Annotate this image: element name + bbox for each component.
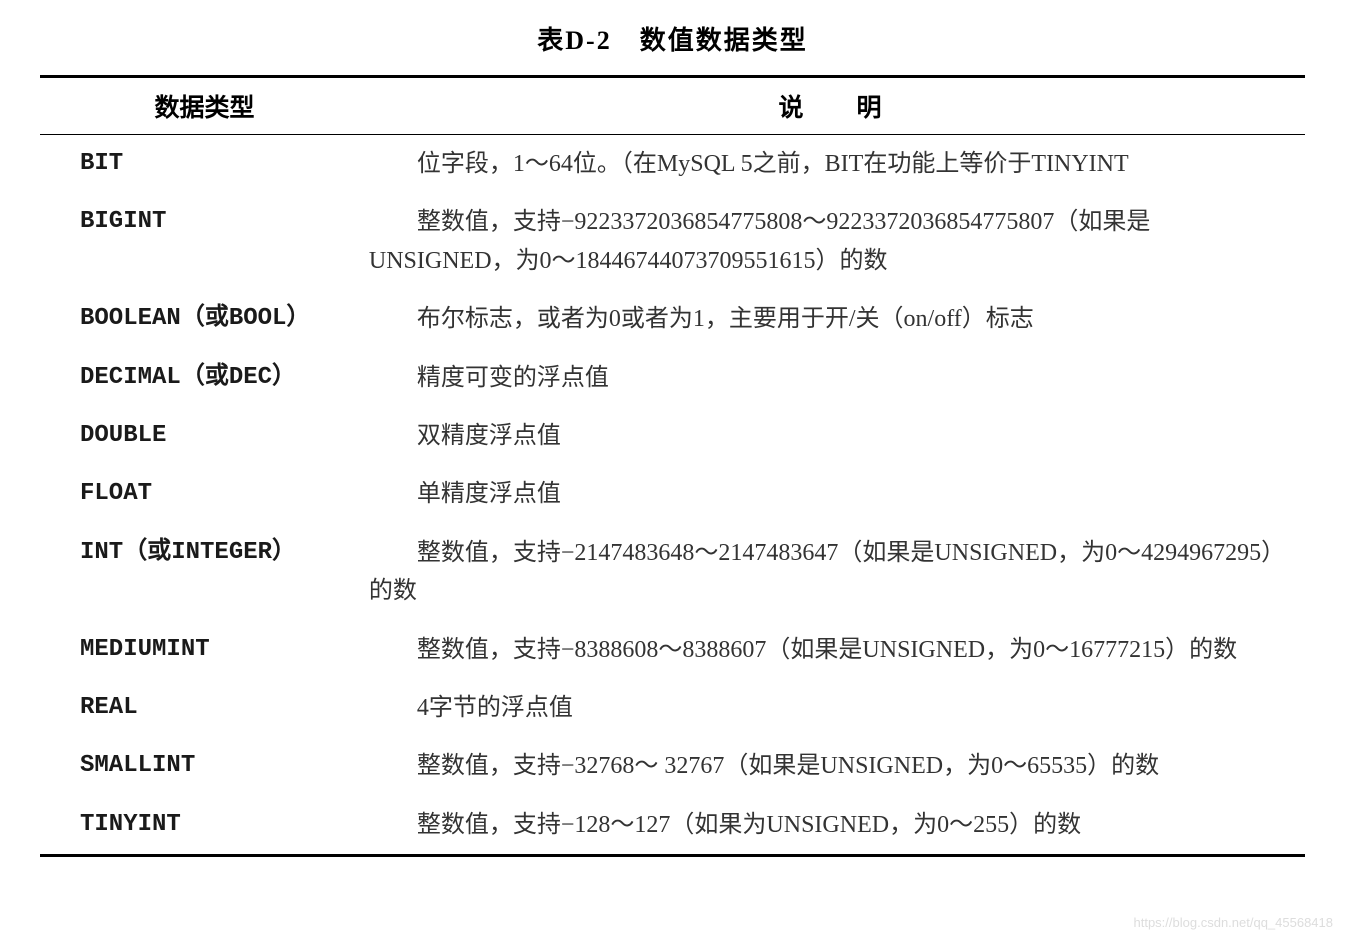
table-header-row: 数据类型 说 明 (40, 77, 1305, 135)
table-row: INT（或INTEGER） 整数值，支持−2147483648～21474836… (40, 524, 1305, 621)
desc-cell: 位字段，1～64位。（在MySQL 5之前，BIT在功能上等价于TINYINT (369, 135, 1305, 194)
type-cell: SMALLINT (40, 737, 369, 795)
desc-cell: 双精度浮点值 (369, 407, 1305, 465)
type-cell: INT（或INTEGER） (40, 524, 369, 621)
type-cell: BIGINT (40, 193, 369, 290)
desc-cell: 布尔标志，或者为0或者为1，主要用于开/关（on/off）标志 (369, 290, 1305, 348)
desc-cell: 整数值，支持−922337203685477580​8～922337203685… (369, 193, 1305, 290)
desc-cell: 精度可变的浮点值 (369, 349, 1305, 407)
type-cell: BIT (40, 135, 369, 194)
table-row: BIT 位字段，1～64位。（在MySQL 5之前，BIT在功能上等价于TINY… (40, 135, 1305, 194)
table-row: BOOLEAN（或BOOL） 布尔标志，或者为0或者为1，主要用于开/关（on/… (40, 290, 1305, 348)
table-title: 表D-2 数值数据类型 (40, 20, 1305, 57)
table-row: DOUBLE 双精度浮点值 (40, 407, 1305, 465)
type-cell: TINYINT (40, 796, 369, 856)
type-cell: DOUBLE (40, 407, 369, 465)
desc-cell: 整数值，支持−8388608～8388607（如果是UNSIGNED，为0～16… (369, 621, 1305, 679)
table-container: 表D-2 数值数据类型 数据类型 说 明 BIT 位字段，1～64位。（在MyS… (40, 20, 1305, 857)
table-row: BIGINT 整数值，支持−922337203685477580​8～92233… (40, 193, 1305, 290)
desc-cell: 整数值，支持−32768～ 32767（如果是UNSIGNED，为0～65535… (369, 737, 1305, 795)
type-cell: BOOLEAN（或BOOL） (40, 290, 369, 348)
column-header-desc: 说 明 (369, 77, 1305, 135)
watermark-text: https://blog.csdn.net/qq_45568418 (1134, 915, 1334, 930)
data-types-table: 数据类型 说 明 BIT 位字段，1～64位。（在MySQL 5之前，BIT在功… (40, 75, 1305, 857)
type-cell: MEDIUMINT (40, 621, 369, 679)
desc-cell: 4字节的浮点值 (369, 679, 1305, 737)
type-cell: REAL (40, 679, 369, 737)
desc-cell: 单精度浮点值 (369, 465, 1305, 523)
table-row: DECIMAL（或DEC） 精度可变的浮点值 (40, 349, 1305, 407)
type-cell: DECIMAL（或DEC） (40, 349, 369, 407)
table-row: REAL 4字节的浮点值 (40, 679, 1305, 737)
column-header-type: 数据类型 (40, 77, 369, 135)
table-row: FLOAT 单精度浮点值 (40, 465, 1305, 523)
table-row: MEDIUMINT 整数值，支持−8388608～8388607（如果是UNSI… (40, 621, 1305, 679)
table-row: SMALLINT 整数值，支持−32768～ 32767（如果是UNSIGNED… (40, 737, 1305, 795)
desc-cell: 整数值，支持−128～127（如果为UNSIGNED，为0～255）的数 (369, 796, 1305, 856)
desc-cell: 整数值，支持−2147483648～2147483647（如果是UNSIGNED… (369, 524, 1305, 621)
table-body: BIT 位字段，1～64位。（在MySQL 5之前，BIT在功能上等价于TINY… (40, 135, 1305, 856)
table-row: TINYINT 整数值，支持−128～127（如果为UNSIGNED，为0～25… (40, 796, 1305, 856)
type-cell: FLOAT (40, 465, 369, 523)
